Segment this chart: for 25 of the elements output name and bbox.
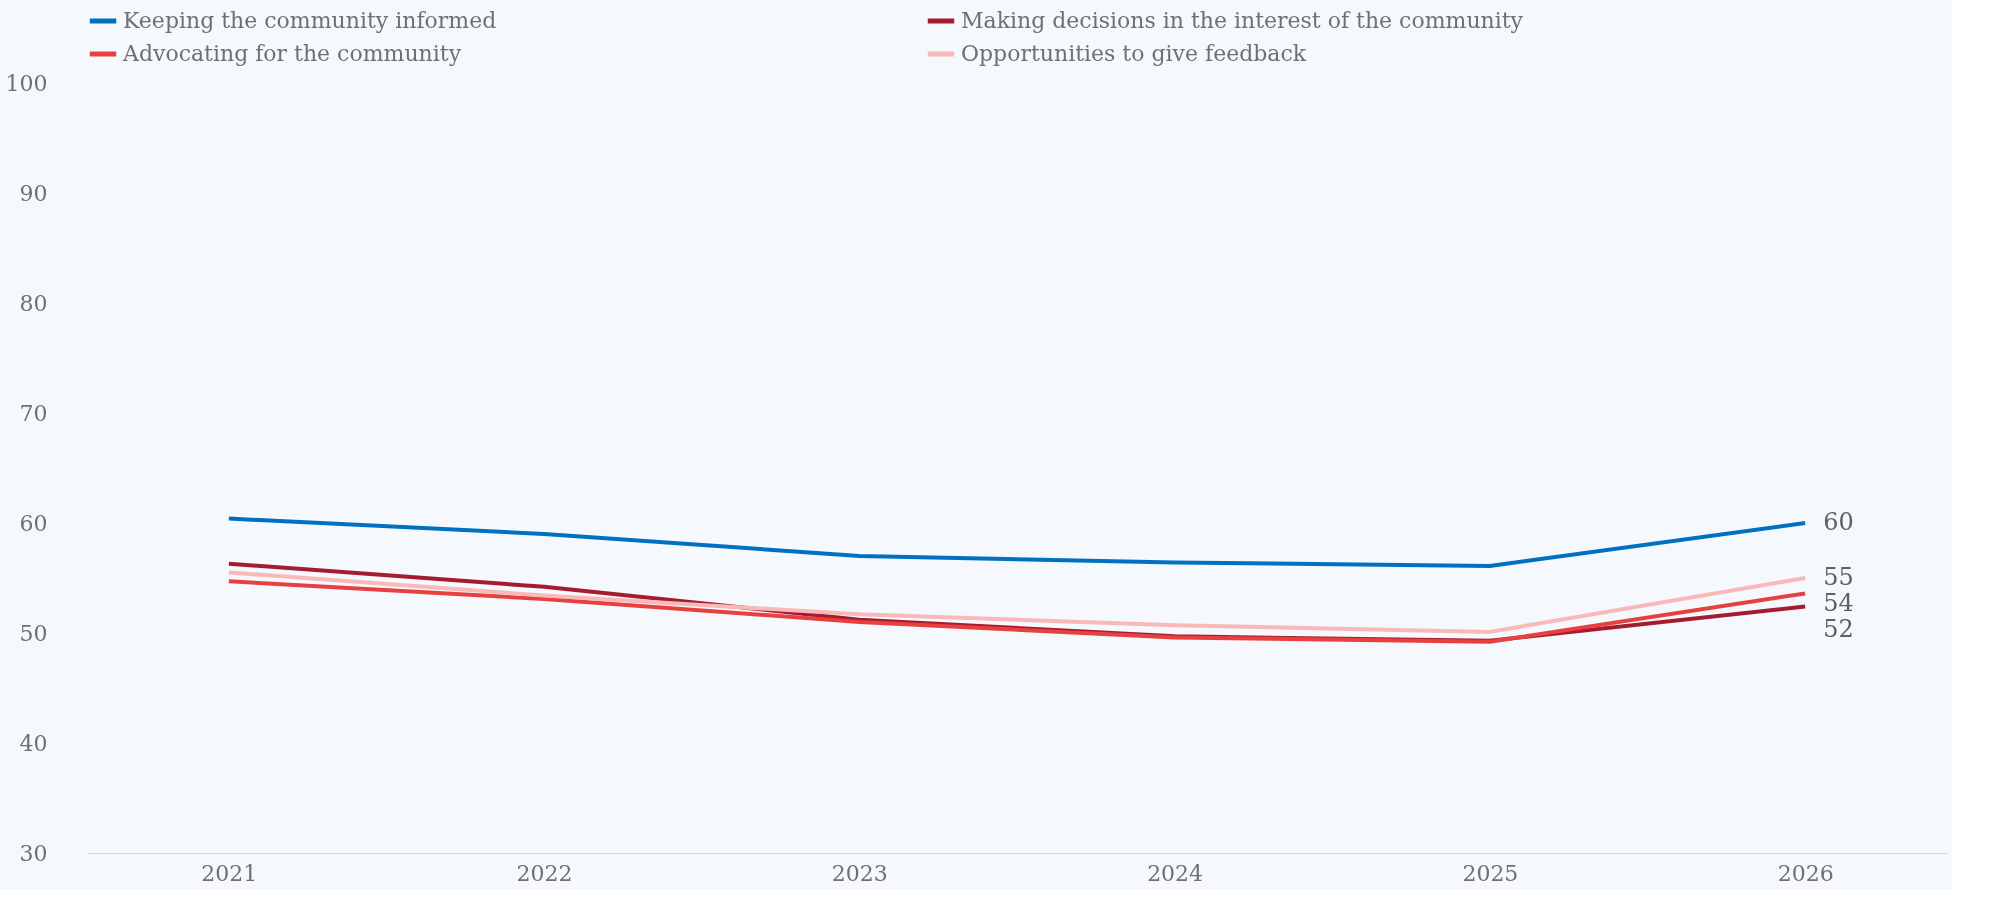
data-label: 54: [1823, 589, 1854, 617]
y-tick-label: 30: [19, 840, 48, 866]
x-tick-label: 2024: [1147, 860, 1204, 886]
legend-label: Advocating for the community: [122, 41, 462, 66]
legend-label: Keeping the community informed: [123, 8, 497, 33]
y-tick-label: 80: [19, 290, 48, 316]
y-tick-label: 40: [19, 730, 48, 756]
x-tick-label: 2022: [516, 860, 573, 886]
data-label: 52: [1823, 615, 1854, 643]
y-tick-label: 60: [19, 510, 48, 536]
line-series: [226, 579, 1808, 644]
y-tick-label: 100: [5, 70, 48, 96]
y-tick-label: 70: [19, 400, 48, 426]
x-tick-label: 2021: [201, 860, 258, 886]
y-tick-label: 50: [19, 620, 48, 646]
legend-label: Making decisions in the interest of the community: [961, 8, 1524, 33]
data-label: 55: [1823, 563, 1854, 591]
line-series: [226, 516, 1808, 568]
legend-label: Opportunities to give feedback: [961, 41, 1307, 66]
line-series: [226, 570, 1808, 634]
x-tick-label: 2025: [1462, 860, 1519, 886]
x-tick-label: 2023: [831, 860, 888, 886]
x-tick-label: 2026: [1777, 860, 1834, 886]
y-tick-label: 90: [19, 180, 48, 206]
data-label: 60: [1823, 508, 1854, 536]
